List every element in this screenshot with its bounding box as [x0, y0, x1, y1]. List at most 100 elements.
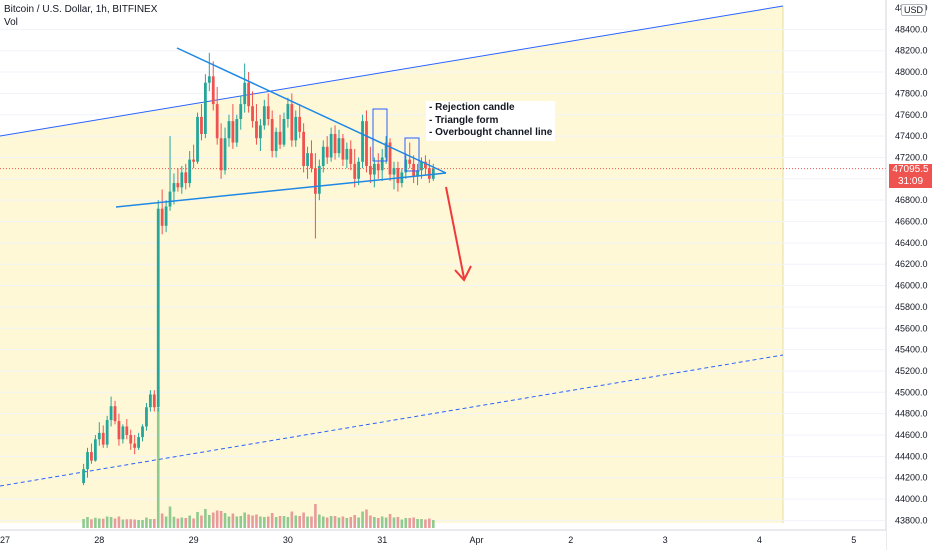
volume-bar: [400, 519, 404, 528]
price-tick-label: 45600.0: [895, 323, 928, 333]
price-tick-label: 47800.0: [895, 88, 928, 98]
volume-bar: [247, 514, 250, 528]
volume-bar: [329, 516, 333, 528]
bar-countdown: 31:09: [897, 176, 924, 187]
volume-bar: [290, 511, 294, 528]
volume-bar: [337, 517, 341, 528]
candle-body: [325, 146, 329, 158]
price-tick-label: 43800.0: [895, 515, 928, 525]
volume-bar: [149, 519, 152, 528]
price-tick-label: 45800.0: [895, 302, 928, 312]
volume-bar: [255, 514, 258, 528]
candle-body: [274, 131, 278, 152]
chart-title: Bitcoin / U.S. Dollar, 1h, BITFINEX: [4, 4, 158, 15]
volume-bar: [306, 516, 309, 528]
volume-bar: [113, 518, 117, 528]
time-tick-label: 5: [851, 535, 856, 545]
volume-bar: [274, 517, 278, 528]
candle-body: [200, 116, 203, 134]
candle-body: [121, 426, 125, 440]
price-tick-label: 46400.0: [895, 238, 928, 248]
volume-bar: [333, 516, 337, 528]
time-tick-label: 31: [377, 535, 387, 545]
volume-bar: [184, 518, 188, 528]
price-tick-label: 48400.0: [895, 24, 928, 34]
candle-body: [196, 116, 199, 162]
price-axis-bg: [886, 0, 932, 550]
candle-body: [404, 159, 408, 173]
grid: [0, 28, 885, 521]
volume-bar: [145, 517, 148, 528]
candle-body: [302, 131, 306, 166]
price-tick-label: 47200.0: [895, 152, 928, 162]
candle-body: [294, 116, 298, 141]
volume-bar: [349, 517, 353, 528]
currency-badge[interactable]: USD: [901, 4, 927, 16]
last-price-badge: 47095.5 31:09: [889, 164, 932, 188]
candle-body: [235, 119, 239, 143]
candle-body: [215, 104, 219, 139]
price-tick-label: 46000.0: [895, 281, 928, 291]
note-line-rejection: - Rejection candle: [429, 102, 515, 113]
candle-body: [306, 153, 309, 166]
candle-body: [424, 161, 427, 169]
volume-bar: [392, 517, 396, 528]
volume-bar: [223, 513, 227, 528]
candle-body: [133, 443, 137, 448]
candle-body: [416, 170, 419, 177]
candle-body: [282, 119, 286, 145]
candle-body: [329, 133, 333, 158]
volume-bar: [94, 517, 97, 528]
volume-bar: [266, 516, 270, 528]
candle-body: [286, 104, 290, 120]
volume-bar: [176, 518, 180, 528]
candle-body: [337, 138, 341, 154]
volume-bar: [310, 516, 313, 528]
price-tick-label: 44200.0: [895, 473, 928, 483]
volume-bar: [373, 517, 376, 528]
candle-body: [357, 161, 361, 179]
volume-bar: [109, 517, 113, 528]
candle-body: [227, 121, 231, 139]
candle-body: [231, 121, 235, 143]
volume-bar: [376, 518, 380, 528]
candle-body: [298, 116, 302, 132]
volume-bar: [270, 513, 274, 528]
candle-body: [239, 104, 243, 120]
candle-body: [211, 76, 215, 105]
time-tick-label: 3: [663, 535, 668, 545]
volume-bar: [408, 518, 412, 528]
candle-body: [129, 435, 133, 444]
volume-bar: [278, 516, 282, 528]
candle-body: [412, 163, 416, 177]
annotation-note[interactable]: - Rejection candle - Triangle form - Ove…: [426, 101, 556, 141]
volume-bar: [369, 515, 372, 528]
rejection-box-1: [372, 108, 388, 162]
volume-bar: [137, 520, 140, 528]
time-axis-bg: [0, 530, 886, 550]
time-tick-label: 29: [189, 535, 199, 545]
price-tick-label: 45400.0: [895, 345, 928, 355]
volume-bar: [302, 512, 305, 528]
candle-body: [365, 121, 368, 166]
price-tick-label: 44800.0: [895, 409, 928, 419]
candle-body: [105, 420, 109, 445]
volume-bar: [105, 516, 109, 528]
volume-bar: [259, 516, 262, 528]
volume-bar: [412, 517, 415, 528]
triangle-upper-line: [176, 47, 447, 174]
candle-body: [251, 106, 254, 122]
volume-bar: [424, 519, 427, 528]
price-tick-label: 46800.0: [895, 195, 928, 205]
volume-bar: [357, 517, 360, 528]
candle-body: [117, 421, 121, 440]
volume-bar: [243, 512, 246, 528]
volume-bar: [318, 514, 321, 528]
candle-body: [392, 168, 396, 175]
candle-body: [333, 133, 337, 154]
candle-body: [369, 165, 372, 175]
volume-bar: [133, 519, 136, 528]
note-line-channel: - Overbought channel line: [429, 127, 553, 138]
volume-bar: [192, 518, 195, 528]
candle-body: [376, 163, 380, 171]
